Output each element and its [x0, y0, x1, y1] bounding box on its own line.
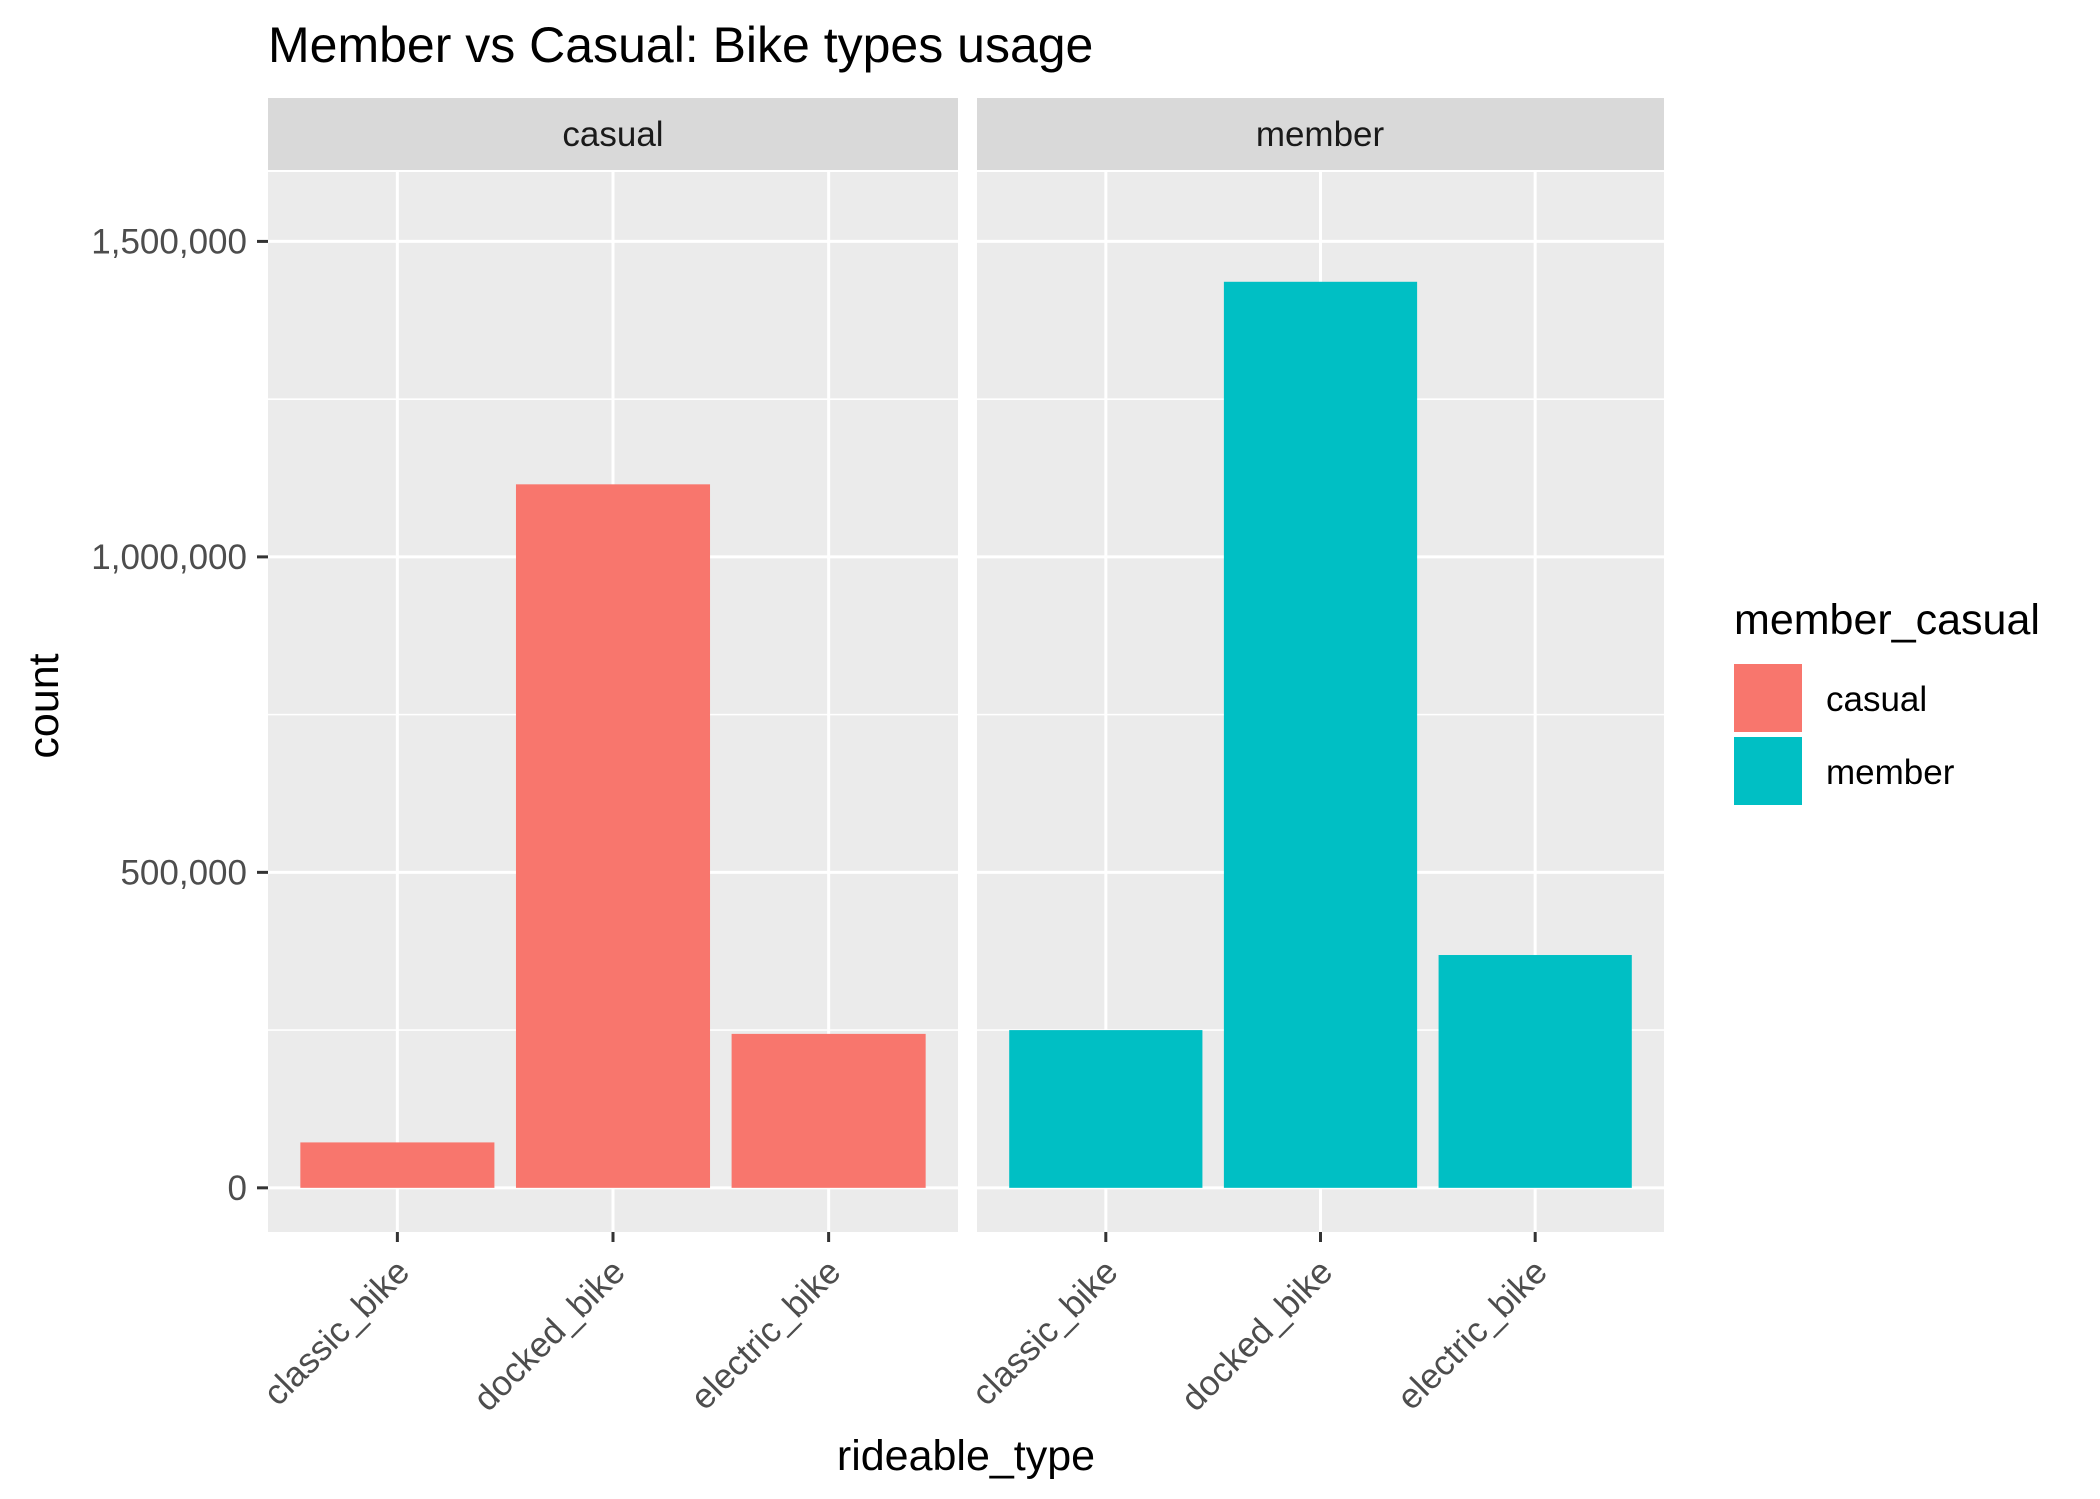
bars-casual: [300, 484, 926, 1188]
bar-member-docked_bike: [1223, 281, 1418, 1188]
x-axis-title: rideable_type: [837, 1432, 1095, 1480]
legend-key-member: [1734, 737, 1802, 805]
chart-title: Member vs Casual: Bike types usage: [268, 17, 1093, 73]
legend-title: member_casual: [1734, 596, 2040, 644]
facet-casual: casual classic_bike docked_bike electric_b…: [256, 98, 958, 1419]
y-tick-label: 500,000: [120, 853, 247, 892]
strip-background-casual: [268, 98, 958, 170]
bar-casual-docked_bike: [515, 484, 711, 1188]
y-tick-label: 0: [228, 1169, 247, 1208]
legend-label-casual: casual: [1826, 680, 1927, 719]
legend: member_casual casual member: [1734, 596, 2040, 805]
facet-member: member classic_bike docked_bike electric_b…: [964, 98, 1664, 1419]
y-tick-label: 1,500,000: [91, 222, 247, 261]
y-axis: 0 500,000 1,000,000 1,500,000: [91, 222, 268, 1208]
bar-casual-classic_bike: [300, 1142, 495, 1188]
y-axis-title: count: [20, 653, 68, 758]
y-tick-label: 1,000,000: [91, 538, 247, 577]
strip-background-member: [977, 98, 1664, 170]
strip-label-member: member: [1256, 115, 1385, 154]
legend-key-casual: [1734, 664, 1802, 732]
bar-member-classic_bike: [1009, 1030, 1203, 1188]
legend-label-member: member: [1826, 753, 1955, 792]
bar-casual-electric_bike: [731, 1033, 926, 1188]
strip-label-casual: casual: [562, 115, 663, 154]
bar-member-electric_bike: [1438, 955, 1632, 1188]
bars-member: [1009, 281, 1632, 1188]
